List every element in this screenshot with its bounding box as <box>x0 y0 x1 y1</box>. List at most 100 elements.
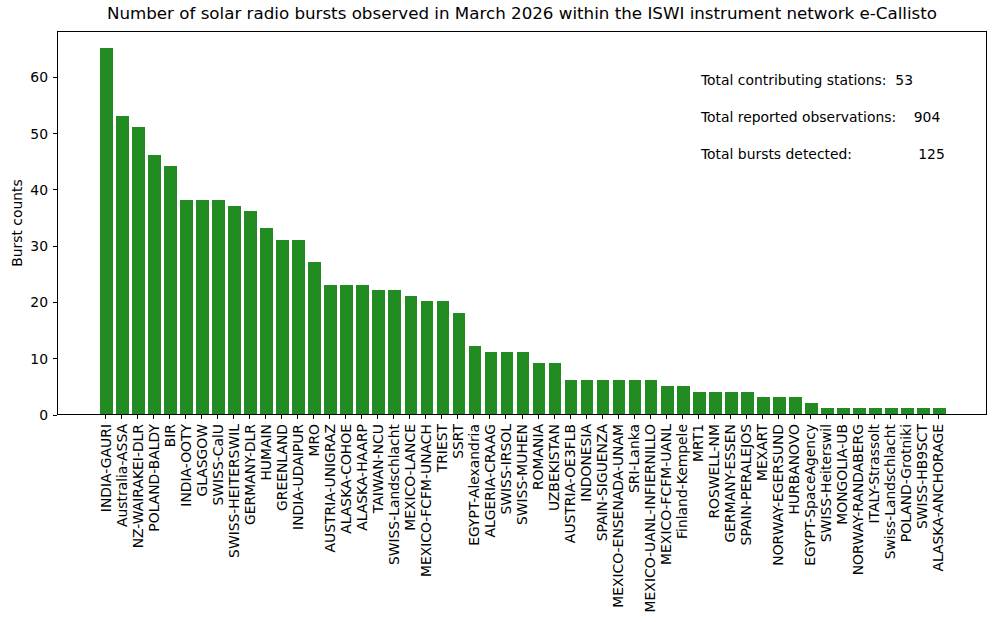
bar-SRI-Lanka <box>629 380 642 414</box>
x-tick-mark <box>249 415 250 419</box>
x-tick-mark <box>425 415 426 419</box>
x-tick-mark <box>714 415 715 419</box>
x-tick-mark <box>538 415 539 419</box>
x-tick-mark <box>938 415 939 419</box>
bar-SWISS-HB9SCT <box>917 408 930 414</box>
x-tick-label-BIR: BIR <box>163 424 177 447</box>
x-tick-mark <box>634 415 635 419</box>
x-tick-label-SWISS-CalU: SWISS-CalU <box>211 424 225 506</box>
x-tick-mark <box>377 415 378 419</box>
x-tick-label-UZBEKISTAN: UZBEKISTAN <box>547 424 561 511</box>
bar-ALASKA-HAARP <box>356 285 369 414</box>
bar-GERMANY-ESSEN <box>725 392 738 415</box>
bar-ALGERIA-CRAAG <box>485 352 498 414</box>
y-tick-mark <box>53 77 57 78</box>
x-tick-mark <box>281 415 282 419</box>
bar-ITALY-Strassolt <box>869 408 882 414</box>
x-tick-label-MEXICO-FCFM-UANL: MEXICO-FCFM-UANL <box>659 424 673 565</box>
x-tick-label-GERMANY-ESSEN: GERMANY-ESSEN <box>723 424 737 543</box>
bar-ROSWELL-NM <box>709 392 722 415</box>
x-tick-label-EGYPT-SpaceAgency: EGYPT-SpaceAgency <box>803 424 817 566</box>
bar-MRT1 <box>693 392 706 415</box>
x-tick-mark <box>409 415 410 419</box>
x-tick-label-AUSTRIA-OE3FLB: AUSTRIA-OE3FLB <box>563 424 577 543</box>
bar-GREENLAND <box>276 240 289 414</box>
x-tick-mark <box>313 415 314 419</box>
bar-UZBEKISTAN <box>549 363 562 414</box>
y-tick-label: 50 <box>30 127 48 141</box>
bar-HURBANOVO <box>789 397 802 414</box>
x-tick-mark <box>489 415 490 419</box>
bar-TAIWAN-NCU <box>372 290 385 414</box>
x-tick-label-NORWAY-EGERSUND: NORWAY-EGERSUND <box>771 424 785 566</box>
bar-MONGOLIA-UB <box>837 408 850 414</box>
bar-MEXART <box>757 397 770 414</box>
bar-SWISS-MUHEN <box>517 352 530 414</box>
bar-Swiss-Landschlacht <box>885 408 898 414</box>
bar-HUMAIN <box>260 228 273 414</box>
y-tick-mark <box>53 246 57 247</box>
bar-POLAND-Grotniki <box>901 408 914 414</box>
x-tick-mark <box>153 415 154 419</box>
x-tick-mark <box>586 415 587 419</box>
y-tick-label: 10 <box>30 352 48 366</box>
bar-chart-figure: Number of solar radio bursts observed in… <box>0 0 997 622</box>
x-tick-label-SPAIN-SIGUENZA: SPAIN-SIGUENZA <box>595 424 609 541</box>
x-tick-label-Finland-Kempele: Finland-Kempele <box>675 424 689 539</box>
x-tick-label-HUMAIN: HUMAIN <box>259 424 273 481</box>
y-tick-label: 0 <box>39 408 48 422</box>
x-tick-mark <box>746 415 747 419</box>
x-tick-mark <box>906 415 907 419</box>
x-tick-label-POLAND-BALDY: POLAND-BALDY <box>147 424 161 532</box>
x-tick-mark <box>570 415 571 419</box>
y-tick-mark <box>53 133 57 134</box>
x-tick-mark <box>874 415 875 419</box>
x-tick-label-SWISS-HB9SCT: SWISS-HB9SCT <box>915 424 929 529</box>
x-tick-mark <box>826 415 827 419</box>
x-tick-mark <box>698 415 699 419</box>
bar-Australia-ASSA <box>116 116 129 414</box>
x-tick-mark <box>105 415 106 419</box>
x-tick-label-GLASGOW: GLASGOW <box>195 424 209 497</box>
x-tick-label-INDIA-OOTY: INDIA-OOTY <box>179 424 193 507</box>
y-tick-label: 20 <box>30 295 48 309</box>
x-tick-label-MEXICO-LANCE: MEXICO-LANCE <box>403 424 417 531</box>
x-tick-mark <box>137 415 138 419</box>
bar-AUSTRIA-OE3FLB <box>565 380 578 414</box>
x-tick-mark <box>650 415 651 419</box>
chart-title: Number of solar radio bursts observed in… <box>57 5 987 22</box>
y-tick-mark <box>53 302 57 303</box>
x-tick-label-MEXICO-FCFM-UNACH: MEXICO-FCFM-UNACH <box>419 424 433 577</box>
bar-INDIA-GAURI <box>100 48 113 414</box>
x-tick-mark <box>794 415 795 419</box>
x-tick-label-GERMANY-DLR: GERMANY-DLR <box>243 424 257 525</box>
x-tick-mark <box>217 415 218 419</box>
x-tick-label-ALASKA-COHOE: ALASKA-COHOE <box>339 424 353 534</box>
plot-area <box>57 31 987 415</box>
x-tick-label-Swiss-Landschlacht: Swiss-Landschlacht <box>883 424 897 559</box>
x-tick-label-HURBANOVO: HURBANOVO <box>787 424 801 515</box>
x-tick-mark <box>682 415 683 419</box>
x-tick-label-MEXICO-ENSENADA-UNAM: MEXICO-ENSENADA-UNAM <box>611 424 625 608</box>
x-tick-mark <box>505 415 506 419</box>
x-tick-mark <box>185 415 186 419</box>
x-tick-mark <box>762 415 763 419</box>
x-tick-mark <box>393 415 394 419</box>
bar-MEXICO-FCFM-UANL <box>661 386 674 414</box>
bar-EGYPT-Alexandria <box>469 346 482 414</box>
x-tick-mark <box>297 415 298 419</box>
x-tick-label-SWISS-IRSOL: SWISS-IRSOL <box>499 424 513 515</box>
x-tick-label-INDONESIA: INDONESIA <box>579 424 593 502</box>
bar-INDIA-UDAIPUR <box>292 240 305 414</box>
x-tick-mark <box>233 415 234 419</box>
y-tick-label: 30 <box>30 239 48 253</box>
x-tick-mark <box>473 415 474 419</box>
x-tick-label-INDIA-GAURI: INDIA-GAURI <box>99 424 113 512</box>
bar-MEXICO-ENSENADA-UNAM <box>613 380 626 414</box>
bar-SSRT <box>453 313 466 414</box>
bar-ROMANIA <box>533 363 546 414</box>
x-tick-label-MRO: MRO <box>307 424 321 457</box>
x-tick-label-SWISS-Heiterswil: SWISS-Heiterswil <box>819 424 833 542</box>
x-tick-mark <box>265 415 266 419</box>
x-tick-label-MONGOLIA-UB: MONGOLIA-UB <box>835 424 849 525</box>
